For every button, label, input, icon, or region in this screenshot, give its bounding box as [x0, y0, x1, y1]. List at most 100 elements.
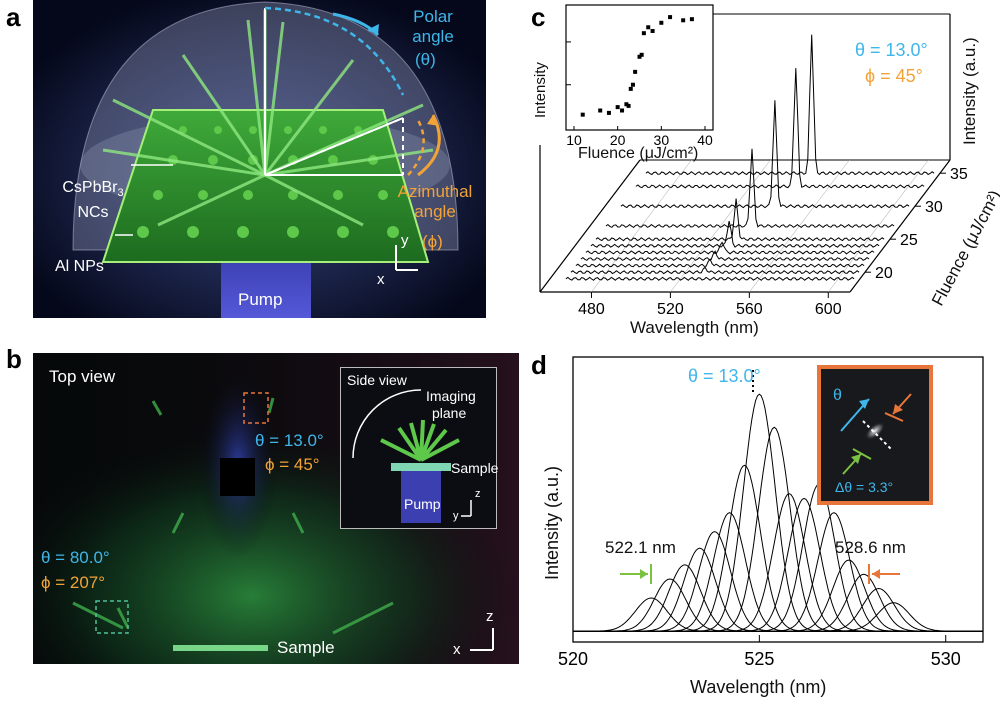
polar-angle-label: Polar angle: [412, 7, 454, 46]
d-xtick-label: 525: [744, 649, 774, 669]
b-phi-45: ϕ = 45°: [265, 455, 320, 474]
c-inset-point: [606, 110, 611, 115]
c-trace: [580, 250, 870, 262]
c-xtick-label: 520: [657, 301, 684, 318]
panel-c-chart: 480 520 560 600 20 25 30 35 10 20 30 40 Intensity…: [530, 0, 1000, 345]
polar-angle-symbol: (θ): [415, 50, 436, 69]
d-spectrum: [573, 573, 983, 632]
imaging-label-2: plane: [432, 405, 467, 421]
c-inset-point: [630, 82, 635, 87]
b-theta-80: θ = 80.0°: [41, 548, 110, 567]
nc-label: CsPbBr3 NCs: [53, 178, 133, 223]
c-trace: [620, 100, 910, 209]
nc-label-sub: 3: [117, 187, 124, 200]
c-grid-line: [828, 159, 929, 293]
b-theta-13: θ = 13.0°: [255, 431, 324, 450]
c-inset-tick-label: 10: [566, 132, 582, 148]
c-inset-tick-label: 30: [654, 132, 670, 148]
axis-y-label: y: [401, 232, 409, 249]
c-inset-point: [580, 112, 585, 117]
panel-d-letter: d: [531, 350, 547, 380]
d-spectrum: [573, 497, 983, 632]
imaging-label-1: Imaging: [426, 388, 476, 404]
c-trace: [570, 266, 860, 275]
c-inset-point: [681, 18, 686, 23]
c-inset-point: [650, 28, 655, 33]
inset-sample-label: Sample: [451, 460, 499, 476]
panel-a-letter: a: [6, 2, 21, 32]
hemisphere-schematic: [33, 0, 486, 318]
d-xtick-label: 530: [931, 649, 961, 669]
c-inset-frame: [565, 4, 714, 131]
d-inset-theta: θ: [833, 387, 842, 404]
imaging-plane-label: Imaging plane: [426, 388, 476, 422]
c-inset-point: [689, 17, 694, 22]
d-right-peak-label: 528.6 nm: [835, 538, 906, 557]
c-wavelength-axis-label: Wavelength (nm): [630, 318, 759, 337]
axis-x-label: x: [377, 271, 385, 288]
c-inset-point: [633, 69, 638, 74]
c-inset-point: [628, 86, 633, 91]
d-spectrum: [573, 547, 983, 632]
side-view-inset: Side view Imaging plane Sample Pump z y: [340, 367, 499, 529]
d-left-peak-label: 522.1 nm: [605, 538, 676, 557]
c-inset-point: [626, 103, 631, 108]
panel-a-illustration: Polar angle (θ) Azimuthal angle (ϕ) CsPb…: [33, 0, 486, 318]
c-inset-point: [615, 105, 620, 110]
d-inset-dtheta: Δθ = 3.3°: [835, 479, 894, 495]
c-inset-point: [624, 102, 629, 107]
left-arrow-marker: [620, 564, 652, 584]
c-inset-xlabel: Fluence (μJ/cm²): [578, 145, 699, 162]
c-depth-axis: [849, 159, 951, 293]
c-phi: ϕ = 45°: [865, 66, 923, 86]
c-inset-point: [598, 108, 603, 113]
b-phi-207: ϕ = 207°: [41, 573, 106, 592]
d-ylabel: Intensity (a.u.): [542, 465, 562, 580]
inset-pump-label: Pump: [404, 496, 441, 512]
c-xtick-label: 480: [578, 301, 605, 318]
c-trace: [605, 148, 895, 229]
inset-axis-z: z: [475, 488, 481, 500]
c-inset-point: [620, 108, 625, 113]
c-trace: [595, 198, 885, 242]
d-inset-image: θ Δθ = 3.3°: [817, 365, 933, 505]
inset-axis-y: y: [453, 510, 459, 522]
c-ztick-label: 35: [950, 166, 968, 183]
nc-label-suffix: NCs: [77, 204, 109, 222]
top-view-label: Top view: [49, 367, 116, 386]
c-xtick-label: 560: [736, 301, 763, 318]
c-trace: [590, 220, 880, 248]
panel-b-letter: b: [6, 344, 22, 374]
azimuthal-angle-symbol: (ϕ): [422, 232, 443, 251]
c-theta: θ = 13.0°: [855, 40, 928, 60]
d-theta: θ = 13.0°: [688, 366, 761, 386]
c-grid-line: [591, 159, 692, 293]
d-spectrum: [573, 602, 983, 632]
c-inset-intensity-label: Intensity: [532, 62, 549, 118]
right-arrow-marker: [868, 564, 900, 584]
c-trace: [645, 34, 935, 176]
c-inset-point: [637, 54, 642, 59]
d-spectrum: [573, 578, 983, 632]
d-plot-frame: [572, 356, 984, 643]
panel-c-letter: c: [531, 2, 546, 32]
b-axis-z: z: [486, 608, 494, 625]
al-np-label: Al NPs: [55, 258, 104, 275]
c-trace: [635, 68, 925, 189]
panel-b-photo: Top view θ = 13.0° ϕ = 45° θ = 80.0° ϕ =…: [33, 353, 519, 664]
spectra-chart: 520 525 530: [558, 356, 984, 669]
b-sample-label: Sample: [277, 638, 335, 657]
c-ztick-label: 20: [875, 265, 893, 282]
c-inset-tick-label: 20: [610, 132, 626, 148]
d-xtick-label: 520: [558, 649, 588, 669]
c-trace: [565, 276, 855, 281]
waterfall-chart: 480 520 560 600 20 25 30 35 10 20 30 40: [539, 4, 968, 318]
azimuthal-angle-label: Azimuthal angle: [397, 182, 473, 221]
c-ztick-label: 30: [925, 199, 943, 216]
pump-label: Pump: [238, 290, 283, 309]
c-inset-point: [639, 52, 644, 57]
nc-label-main: CsPbBr: [62, 179, 118, 196]
c-trace: [585, 241, 875, 255]
far-field-spot: [840, 393, 912, 475]
panel-d-chart: 520 525 530 θ = 13.0° 522.1 nm 528.6 nm In…: [530, 352, 1000, 702]
